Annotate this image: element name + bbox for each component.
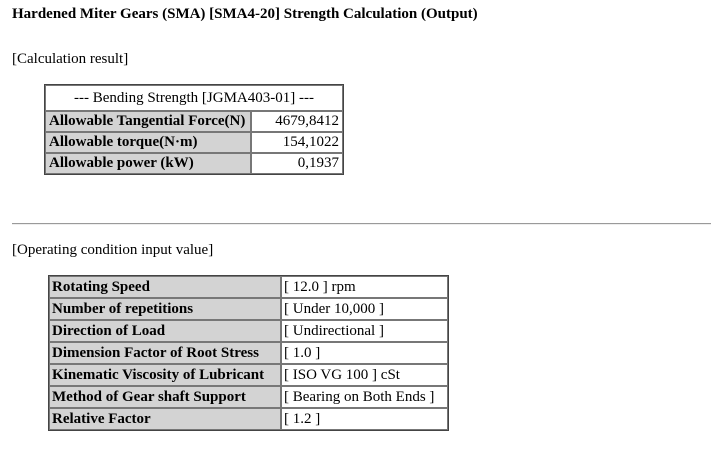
kinematic-viscosity-label: Kinematic Viscosity of Lubricant <box>49 364 281 386</box>
allowable-torque-label: Allowable torque(N·m) <box>45 132 251 153</box>
dimension-factor-value: [ 1.0 ] <box>281 342 448 364</box>
direction-of-load-value: [ Undirectional ] <box>281 320 448 342</box>
table-row: Allowable torque(N·m) 154,1022 <box>45 132 343 153</box>
kinematic-viscosity-value: [ ISO VG 100 ] cSt <box>281 364 448 386</box>
table-row: Relative Factor [ 1.2 ] <box>49 408 448 430</box>
allowable-power-value: 0,1937 <box>251 153 343 174</box>
allowable-torque-value: 154,1022 <box>251 132 343 153</box>
allowable-tangential-force-value: 4679,8412 <box>251 111 343 132</box>
calculation-result-label: [Calculation result] <box>12 51 129 67</box>
table-row: Rotating Speed [ 12.0 ] rpm <box>49 276 448 298</box>
allowable-power-label: Allowable power (kW) <box>45 153 251 174</box>
dimension-factor-label: Dimension Factor of Root Stress <box>49 342 281 364</box>
operating-condition-label: [Operating condition input value] <box>12 242 214 258</box>
direction-of-load-label: Direction of Load <box>49 320 281 342</box>
rotating-speed-label: Rotating Speed <box>49 276 281 298</box>
rotating-speed-value: [ 12.0 ] rpm <box>281 276 448 298</box>
section-divider <box>12 223 711 225</box>
table-row: Allowable power (kW) 0,1937 <box>45 153 343 174</box>
table-row: Number of repetitions [ Under 10,000 ] <box>49 298 448 320</box>
relative-factor-value: [ 1.2 ] <box>281 408 448 430</box>
table-header-row: --- Bending Strength [JGMA403-01] --- <box>45 85 343 111</box>
table-row: Method of Gear shaft Support [ Bearing o… <box>49 386 448 408</box>
allowable-tangential-force-label: Allowable Tangential Force(N) <box>45 111 251 132</box>
table-row: Direction of Load [ Undirectional ] <box>49 320 448 342</box>
table-row: Dimension Factor of Root Stress [ 1.0 ] <box>49 342 448 364</box>
number-of-repetitions-value: [ Under 10,000 ] <box>281 298 448 320</box>
number-of-repetitions-label: Number of repetitions <box>49 298 281 320</box>
table-row: Allowable Tangential Force(N) 4679,8412 <box>45 111 343 132</box>
table-row: Kinematic Viscosity of Lubricant [ ISO V… <box>49 364 448 386</box>
shaft-support-method-value: [ Bearing on Both Ends ] <box>281 386 448 408</box>
bending-strength-header: --- Bending Strength [JGMA403-01] --- <box>45 85 343 111</box>
operating-condition-table: Rotating Speed [ 12.0 ] rpm Number of re… <box>48 275 449 431</box>
relative-factor-label: Relative Factor <box>49 408 281 430</box>
bending-strength-table: --- Bending Strength [JGMA403-01] --- Al… <box>44 84 344 175</box>
shaft-support-method-label: Method of Gear shaft Support <box>49 386 281 408</box>
page-title: Hardened Miter Gears (SMA) [SMA4-20] Str… <box>12 6 478 22</box>
